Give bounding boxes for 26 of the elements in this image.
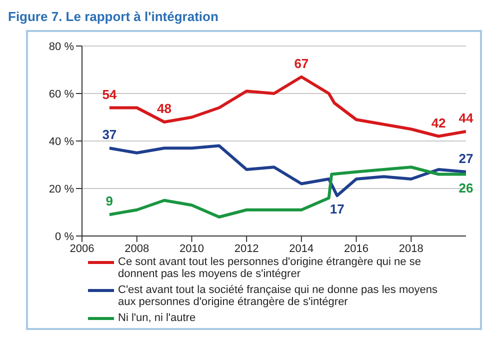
chart-title: Figure 7. Le rapport à l'intégration bbox=[8, 8, 220, 26]
x-tick-label: 2008 bbox=[124, 242, 150, 255]
x-tick-label: 2010 bbox=[179, 242, 204, 255]
data-label: 17 bbox=[330, 202, 344, 217]
x-tick-label: 2018 bbox=[398, 242, 424, 255]
legend-label: Ni l'un, ni l'autre bbox=[118, 312, 197, 324]
y-tick-label: 40 % bbox=[48, 136, 74, 148]
data-label: 48 bbox=[157, 101, 172, 116]
data-label: 37 bbox=[102, 127, 117, 142]
x-tick-label: 2012 bbox=[234, 242, 259, 255]
data-label: 67 bbox=[294, 56, 309, 71]
x-tick-label: 2006 bbox=[70, 242, 94, 255]
data-label: 42 bbox=[431, 115, 446, 130]
y-tick-label: 0 % bbox=[55, 230, 74, 243]
y-tick-label: 80 % bbox=[48, 40, 74, 53]
data-label: 44 bbox=[458, 110, 474, 126]
data-label: 26 bbox=[458, 180, 474, 196]
legend-label: C'est avant tout la société française qui ne donne pas les moyens aux personnes d'origine étrangère de s'intégrer bbox=[118, 284, 438, 308]
data-label: 9 bbox=[106, 194, 114, 209]
y-tick-label: 20 % bbox=[48, 183, 74, 196]
y-tick-label: 60 % bbox=[48, 88, 74, 100]
x-tick-label: 2016 bbox=[344, 242, 369, 255]
x-tick-label: 2014 bbox=[289, 242, 314, 255]
legend-label: Ce sont avant tout les personnes d'origine étrangère qui ne se donnent pas les moyens de s'intégrer bbox=[118, 256, 422, 280]
data-label: 54 bbox=[102, 86, 118, 102]
data-label: 27 bbox=[458, 150, 474, 166]
